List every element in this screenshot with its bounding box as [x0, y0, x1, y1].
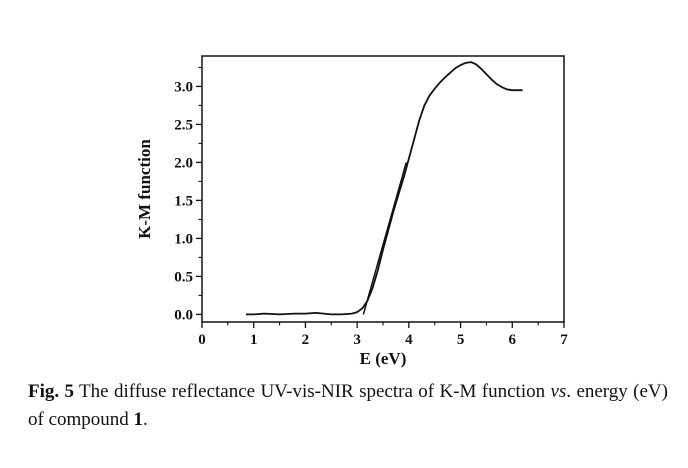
y-tick-label: 3.0 [174, 79, 193, 95]
x-tick-label: 3 [353, 332, 361, 348]
figure-caption: Fig. 5 The diffuse reflectance UV-vis-NI… [28, 378, 668, 434]
plot-frame [201, 55, 565, 323]
y-tick-label: 1.0 [174, 231, 193, 247]
x-tick-label: 0 [198, 332, 206, 348]
y-tick-label: 2.0 [174, 155, 193, 171]
caption-text-3: . [143, 409, 148, 430]
kubelka-munk-chart: 0 1 2 3 4 5 6 7 0.0 0.5 1.0 1.5 2.0 2.5 3.0 E (eV) K-… [135, 55, 568, 368]
band-gap-tangent-line [362, 162, 407, 315]
x-tick-label: 4 [405, 332, 413, 348]
x-tick-label: 7 [560, 332, 568, 348]
x-axis-title: E (eV) [360, 349, 407, 368]
x-tick-label: 1 [250, 332, 258, 348]
y-axis-title: K-M function [135, 139, 154, 239]
x-axis-ticks: 0 1 2 3 4 5 6 7 [198, 322, 568, 348]
caption-text-2: . energy (eV) of compound [28, 381, 668, 430]
km-spectrum-line [245, 61, 523, 316]
y-tick-label: 0.5 [174, 269, 193, 285]
y-tick-label: 1.5 [174, 193, 193, 209]
x-tick-label: 5 [457, 332, 465, 348]
caption-italic: vs [550, 381, 567, 402]
x-tick-label: 6 [509, 332, 517, 348]
series-layer [245, 61, 523, 316]
x-tick-label: 2 [302, 332, 310, 348]
caption-compound: 1 [133, 409, 144, 430]
caption-text-1: The diffuse reflectance UV-vis-NIR spect… [74, 381, 551, 402]
y-axis-ticks: 0.0 0.5 1.0 1.5 2.0 2.5 3.0 [174, 66, 202, 323]
y-tick-label: 0.0 [174, 307, 193, 323]
y-tick-label: 2.5 [174, 117, 193, 133]
caption-label: Fig. 5 [28, 381, 75, 402]
